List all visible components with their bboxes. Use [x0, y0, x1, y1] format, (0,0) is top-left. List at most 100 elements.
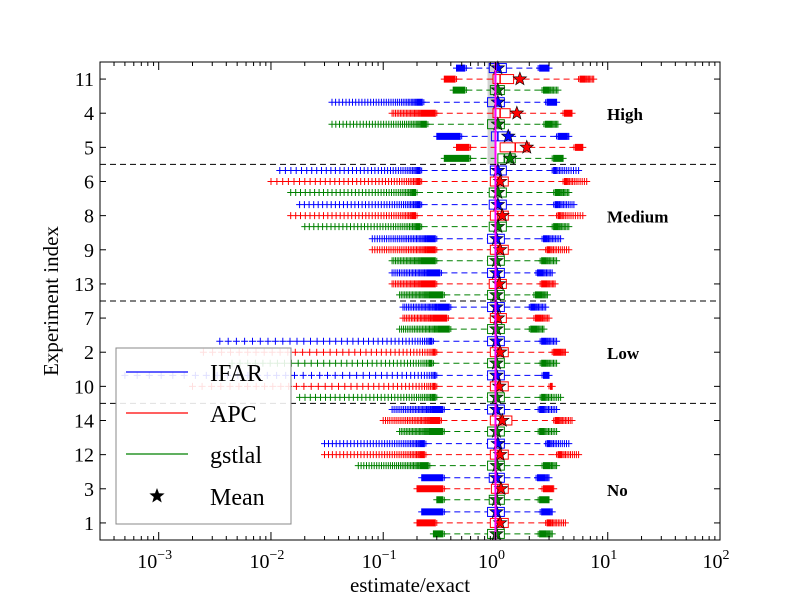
axes-frame	[99, 61, 721, 541]
mean-star	[502, 150, 518, 165]
y-tick-label: 7	[84, 308, 94, 330]
x-tick-exponent: 1	[610, 548, 617, 563]
outlier-markers	[328, 98, 561, 106]
box-3-apc	[413, 480, 558, 496]
mean-star	[490, 162, 506, 177]
y-tick-label: 2	[84, 342, 94, 364]
x-tick-base: 10	[362, 551, 382, 573]
outlier-markers	[453, 64, 553, 72]
y-tick-label: 9	[84, 240, 94, 262]
outlier-markers	[296, 201, 578, 209]
outlier-markers	[368, 235, 565, 243]
box-5-ifar	[433, 128, 573, 143]
outlier-markers	[321, 451, 583, 459]
outlier-markers	[321, 440, 573, 448]
outlier-markers	[449, 86, 562, 94]
outlier-markers	[276, 167, 583, 174]
y-tick-label: 8	[84, 206, 94, 228]
box-14-apc	[379, 412, 576, 427]
outlier-markers	[379, 417, 576, 424]
x-tick-exponent: −2	[270, 548, 285, 563]
box-7-gstlal	[396, 321, 548, 336]
region-label-medium: Medium	[607, 208, 668, 227]
x-tick-exponent: 2	[723, 548, 730, 563]
outlier-markers	[368, 246, 573, 254]
mean-star	[491, 276, 507, 291]
x-tick-base: 10	[478, 551, 498, 573]
mean-star	[494, 207, 510, 223]
region-label-no: No	[607, 481, 628, 500]
x-tick-exponent: 0	[498, 548, 505, 563]
y-tick-label: 14	[74, 411, 94, 433]
x-tick-label: 10−1	[362, 548, 397, 573]
mean-star	[490, 184, 506, 199]
outlier-markers	[413, 519, 569, 527]
legend: IFAR APC gstlal Mean	[115, 347, 292, 525]
box-6-gstlal	[287, 184, 573, 199]
box-14-ifar	[388, 401, 561, 416]
box-13-gstlal	[396, 287, 551, 302]
x-tick-base: 10	[590, 551, 610, 573]
axes-frame-layer	[99, 61, 721, 541]
legend-label-mean: Mean	[210, 485, 265, 511]
outlier-markers	[433, 496, 553, 504]
box-14-gstlal	[396, 423, 561, 438]
box-9-apc	[368, 241, 573, 257]
mean-star	[519, 139, 535, 154]
iqr-box	[492, 108, 511, 119]
y-tick-label: 4	[84, 103, 94, 125]
x-tick-label: 102	[703, 548, 730, 573]
y-tick-label: 3	[84, 479, 94, 501]
x-tick-exponent: −1	[382, 548, 397, 563]
mean-star	[490, 60, 506, 75]
outlier-markers	[301, 223, 573, 231]
outlier-markers	[413, 485, 558, 493]
box-3-ifar	[418, 469, 553, 485]
box-7-ifar	[399, 299, 550, 314]
box-11-apc	[440, 71, 598, 86]
outlier-markers	[388, 280, 559, 288]
mean-star	[500, 128, 516, 143]
outlier-markers	[429, 530, 556, 538]
mean-star	[490, 435, 506, 451]
mean-star	[489, 457, 505, 473]
outlier-markers	[440, 75, 598, 83]
outlier-markers	[396, 428, 561, 435]
y-tick-label: 12	[74, 445, 94, 467]
boxplot-series-layer	[121, 60, 598, 541]
outlier-markers	[399, 314, 553, 322]
box-1-ifar	[418, 504, 556, 519]
box-8-apc	[287, 207, 587, 223]
box-12-apc	[321, 446, 583, 462]
box-3-gstlal	[433, 491, 553, 507]
legend-mean-star	[149, 488, 165, 503]
outlier-markers	[296, 393, 565, 401]
x-axis-label: estimate/exact	[350, 573, 470, 597]
region-label-low: Low	[607, 344, 640, 363]
y-tick-label: 11	[75, 69, 94, 91]
box-13-ifar	[388, 265, 556, 280]
outlier-markers	[216, 337, 561, 345]
x-tick-label: 10−3	[137, 548, 172, 573]
box-11-gstlal	[449, 82, 562, 97]
box-6-apc	[267, 173, 591, 188]
box-5-apc	[453, 139, 587, 154]
mean-star	[490, 116, 506, 131]
outlier-markers	[396, 325, 548, 333]
box-4-gstlal	[328, 116, 562, 131]
mean-star	[490, 196, 506, 212]
y-tick-label: 13	[74, 274, 94, 296]
box-2-apc	[199, 344, 569, 359]
iqr-box	[492, 74, 515, 85]
mean-star	[490, 94, 506, 109]
box-7-apc	[399, 310, 553, 325]
outlier-markers	[388, 109, 576, 117]
outlier-markers	[354, 462, 561, 470]
box-12-ifar	[321, 435, 573, 451]
mean-star	[509, 105, 525, 120]
x-tick-label: 10−2	[250, 548, 285, 573]
legend-label-apc: APC	[210, 402, 257, 428]
outlier-markers	[267, 178, 591, 185]
box-6-ifar	[276, 162, 583, 177]
mean-star	[490, 310, 506, 325]
